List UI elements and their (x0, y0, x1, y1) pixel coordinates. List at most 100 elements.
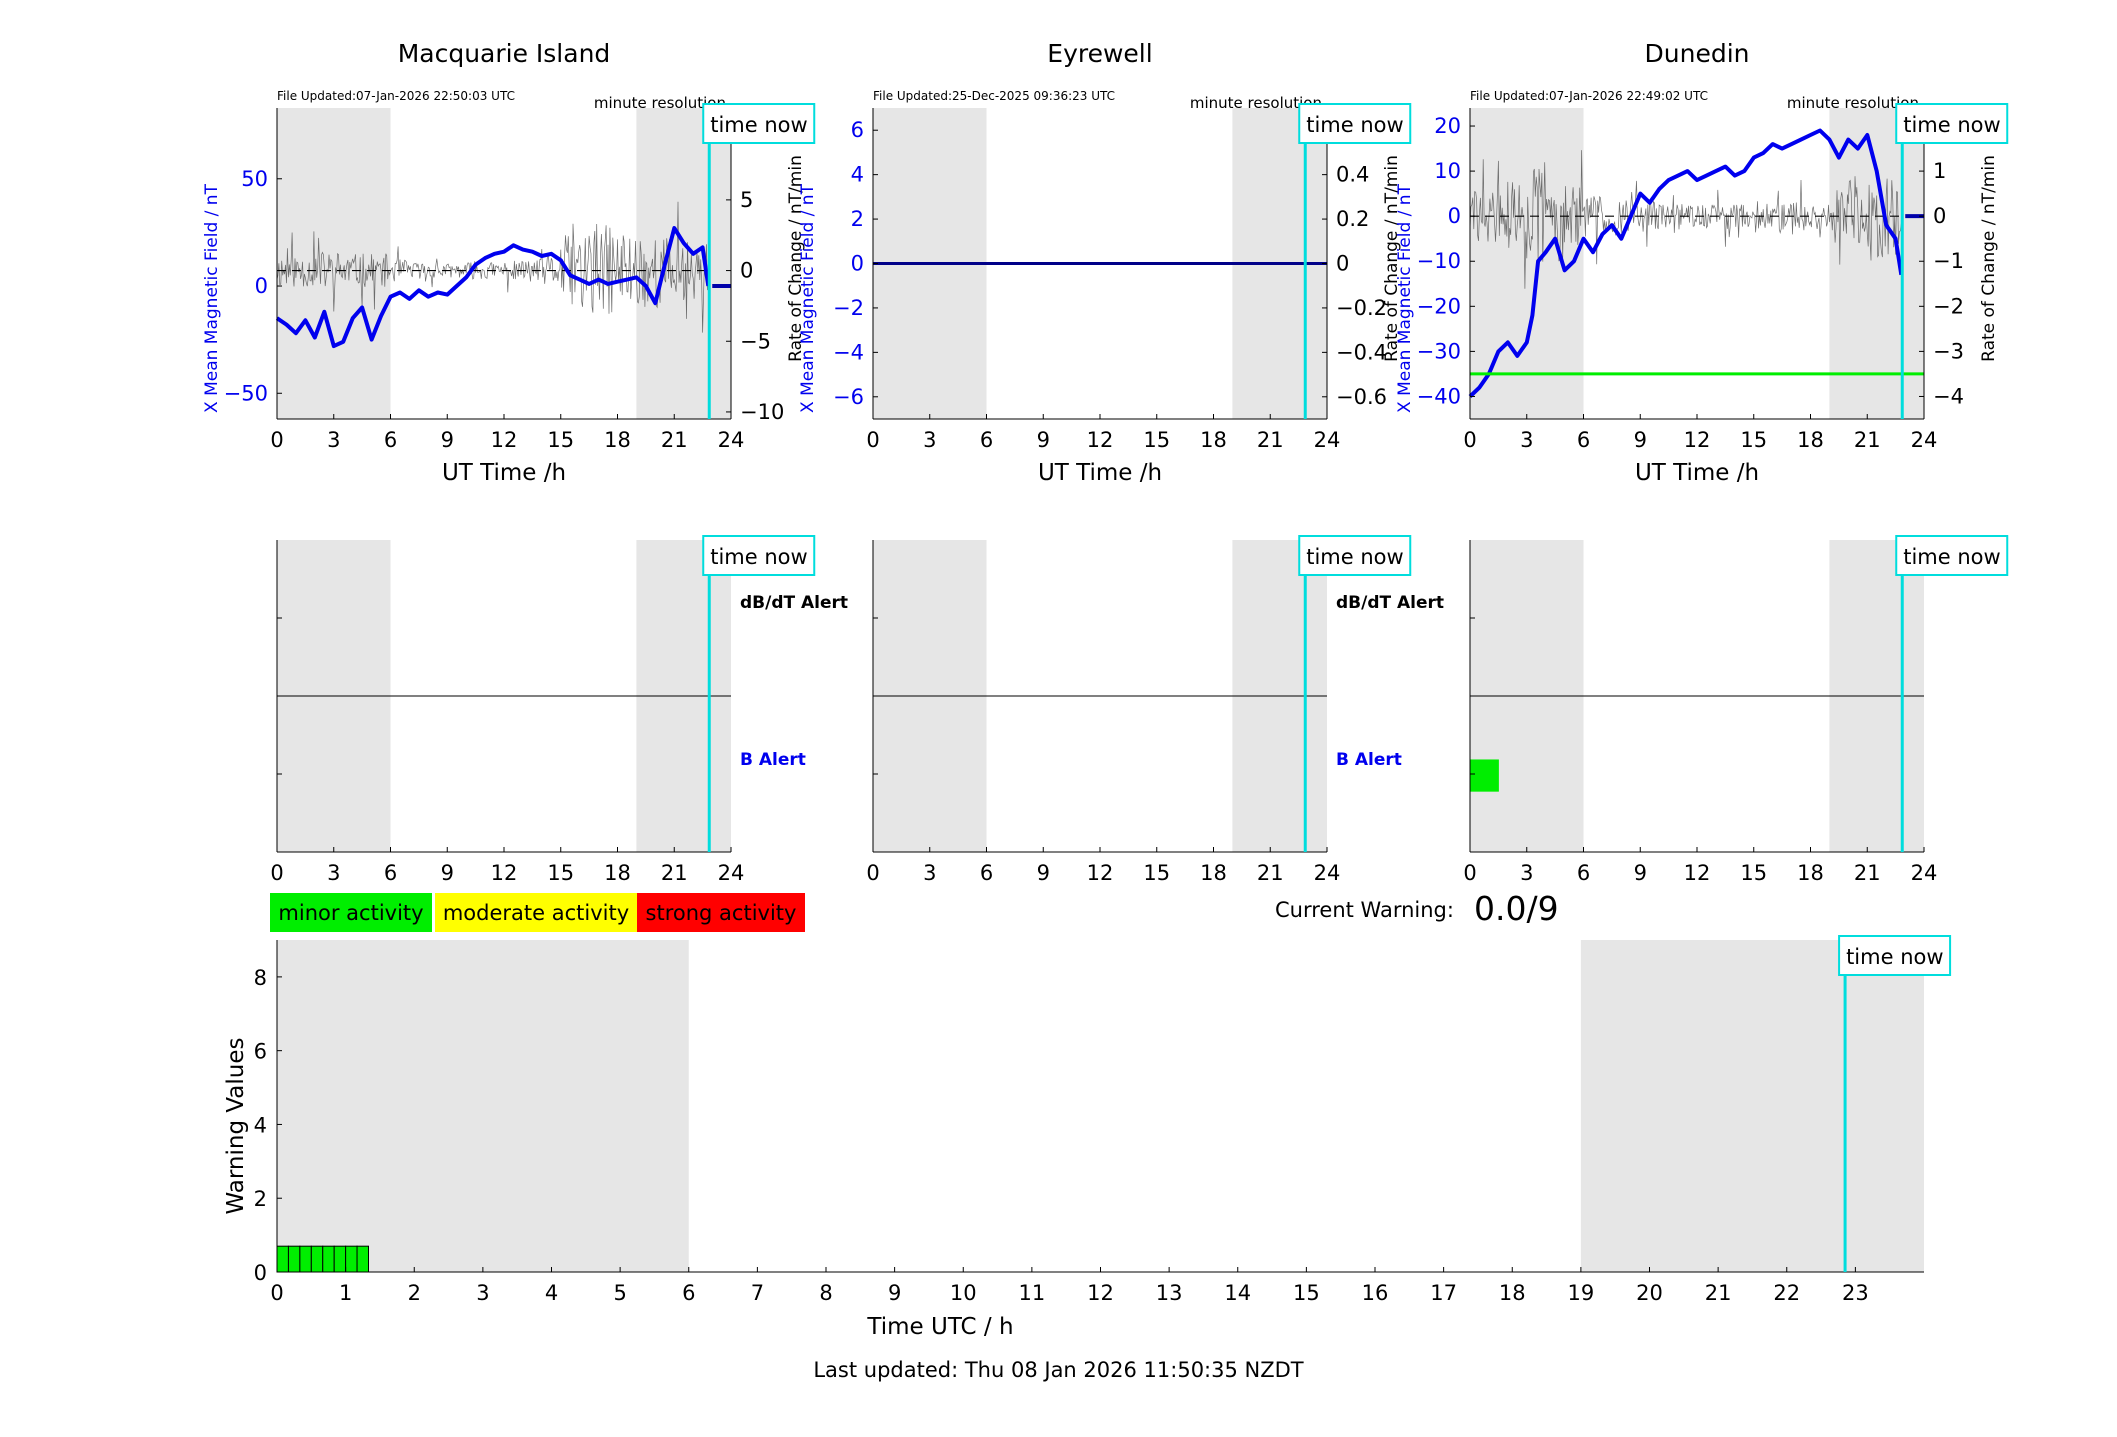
time-now-label: time now (1903, 113, 2000, 137)
warning-bar (310, 1245, 324, 1273)
x-tick-label: 19 (1568, 1281, 1595, 1305)
resolution-note: minute resolution (1190, 94, 1322, 112)
time-now-label: time now (1846, 945, 1943, 969)
b-alert-label: B Alert (740, 750, 806, 770)
y-left-axis-label: X Mean Magnetic Field / nT (202, 183, 222, 413)
y-left-axis-label: X Mean Magnetic Field / nT (798, 183, 818, 413)
x-tick-label: 4 (545, 1281, 558, 1305)
x-tick-label: 6 (1577, 428, 1590, 452)
alert-panel-1: 0 3 6 9 12 15 18 21 24 dB/dT Alert B Alert time now (270, 535, 848, 885)
x-tick-label: 9 (441, 428, 454, 452)
y-right-tick-label: −0.4 (1336, 340, 1387, 364)
x-tick-label: 0 (866, 428, 879, 452)
x-tick-label: 9 (441, 861, 454, 885)
last-updated: Last updated: Thu 08 Jan 2026 11:50:35 N… (813, 1358, 1304, 1382)
x-tick-label: 3 (1520, 428, 1533, 452)
night-shading (636, 108, 731, 419)
y-right-tick-label: −0.2 (1336, 296, 1387, 320)
x-tick-label: 3 (1520, 861, 1533, 885)
x-tick-label: 5 (613, 1281, 626, 1305)
y-left-tick-label: 2 (851, 207, 864, 231)
night-shading (1470, 108, 1584, 419)
x-tick-label: 9 (1037, 428, 1050, 452)
x-tick-label: 6 (384, 428, 397, 452)
y-right-tick-label: 0 (1336, 252, 1349, 276)
y-right-axis-label: Rate of Change / nT/min (1382, 155, 1402, 362)
current-warning-value: 0.0/9 (1474, 889, 1559, 928)
alert-panel-3: 0 3 6 9 12 15 18 21 24 time now (1463, 535, 2009, 885)
y-left-tick-label: −40 (1417, 384, 1461, 408)
x-tick-label: 0 (1463, 861, 1476, 885)
y-left-tick-label: 0 (1448, 204, 1461, 228)
alert-panel-2: 0 3 6 9 12 15 18 21 24 dB/dT Alert B Alert time now (866, 535, 1444, 885)
rate-of-change-series (1469, 150, 1903, 289)
magnetic-field-series (275, 226, 711, 349)
x-tick-label: 18 (604, 428, 631, 452)
magnetic-field-series (1468, 128, 1904, 398)
warning-bar (276, 1245, 289, 1273)
x-tick-label: 15 (1143, 861, 1170, 885)
x-tick-label: 3 (923, 861, 936, 885)
x-tick-label: 10 (950, 1281, 977, 1305)
night-shading (277, 940, 689, 1272)
x-tick-label: 11 (1019, 1281, 1046, 1305)
y-right-tick-label: −0.6 (1336, 385, 1387, 409)
x-tick-label: 1 (339, 1281, 352, 1305)
x-tick-label: 3 (923, 428, 936, 452)
warning-bar (356, 1245, 369, 1273)
x-tick-label: 6 (384, 861, 397, 885)
x-tick-label: 24 (1911, 428, 1938, 452)
y-right-tick-label: −3 (1933, 339, 1964, 363)
file-updated: File Updated:25-Dec-2025 09:36:23 UTC (873, 89, 1115, 103)
x-tick-label: 6 (980, 861, 993, 885)
field-plot-3: Dunedin File Updated:07-Jan-2026 22:49:02… (1395, 39, 2009, 486)
time-now-label: time now (1306, 545, 1403, 569)
x-tick-label: 3 (327, 861, 340, 885)
y-right-tick-label: 1 (1933, 159, 1946, 183)
plot-title: Dunedin (1645, 39, 1750, 68)
y-right-tick-label: −2 (1933, 294, 1964, 318)
x-tick-label: 21 (661, 428, 688, 452)
y-right-tick-label: −1 (1933, 249, 1964, 273)
x-tick-label: 15 (1293, 1281, 1320, 1305)
y-right-tick-label: 0.2 (1336, 207, 1369, 231)
y-tick-label: 2 (254, 1187, 267, 1211)
night-shading (1580, 940, 1924, 1272)
x-tick-label: 16 (1362, 1281, 1389, 1305)
x-tick-label: 23 (1842, 1281, 1869, 1305)
x-tick-label: 15 (1143, 428, 1170, 452)
x-axis-label: UT Time /h (1635, 460, 1759, 486)
x-tick-label: 9 (1037, 861, 1050, 885)
x-tick-label: 6 (682, 1281, 695, 1305)
file-updated: File Updated:07-Jan-2026 22:49:02 UTC (1470, 89, 1708, 103)
x-tick-label: 0 (866, 861, 879, 885)
resolution-note: minute resolution (1787, 94, 1919, 112)
x-tick-label: 21 (1257, 861, 1284, 885)
time-now-box (1298, 103, 1412, 144)
x-tick-label: 12 (491, 861, 518, 885)
time-now-label: time now (1903, 545, 2000, 569)
warning-bar (322, 1245, 335, 1273)
warning-bar (345, 1245, 358, 1273)
time-now-box (1895, 535, 2009, 576)
time-now-box (702, 103, 816, 144)
x-tick-label: 9 (1634, 428, 1647, 452)
x-tick-label: 9 (888, 1281, 901, 1305)
y-left-tick-label: 50 (241, 167, 268, 191)
time-now-box (1298, 535, 1412, 576)
y-right-tick-label: −10 (740, 400, 784, 424)
field-plot-2: Eyrewell File Updated:25-Dec-2025 09:36:2… (798, 39, 1412, 486)
time-now-box (702, 535, 816, 576)
x-tick-label: 20 (1636, 1281, 1663, 1305)
time-now-label: time now (710, 113, 807, 137)
x-tick-label: 12 (1684, 428, 1711, 452)
x-tick-label: 18 (1797, 428, 1824, 452)
plot-title: Eyrewell (1047, 39, 1152, 68)
x-tick-label: 7 (751, 1281, 764, 1305)
x-tick-label: 15 (547, 861, 574, 885)
x-tick-label: 0 (270, 1281, 283, 1305)
legend-strong-activity: strong activity (637, 893, 805, 932)
x-tick-label: 14 (1224, 1281, 1251, 1305)
night-shading (1829, 108, 1924, 419)
